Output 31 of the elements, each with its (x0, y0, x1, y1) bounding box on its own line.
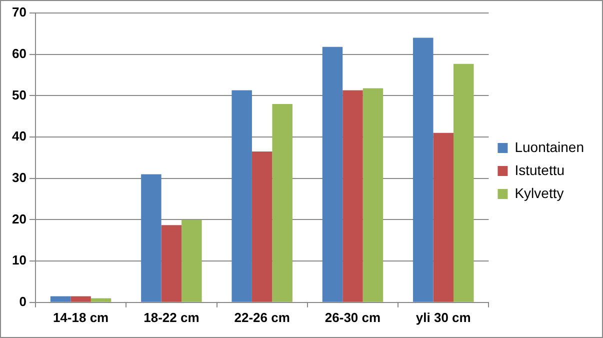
bar (252, 152, 272, 302)
x-tick-label: 14-18 cm (52, 310, 109, 325)
legend-label: Kylvetty (514, 184, 564, 201)
y-tick-label: 20 (12, 211, 26, 226)
legend-label: Luontainen (514, 138, 584, 155)
x-tick-label: 26-30 cm (324, 310, 381, 325)
legend-label: Istutettu (514, 162, 565, 178)
bar (454, 64, 474, 302)
y-tick-label: 70 (12, 4, 26, 20)
y-tick-label: 40 (12, 128, 26, 144)
bar (232, 90, 252, 302)
y-tick-label: 0 (19, 294, 26, 309)
bar (272, 104, 292, 302)
y-tick-label: 10 (12, 252, 26, 268)
y-tick-label: 60 (12, 46, 26, 61)
bar (342, 90, 363, 302)
y-tick-label: 30 (12, 170, 26, 185)
x-tick-label: 22-26 cm (234, 310, 290, 325)
bar (413, 38, 434, 302)
bar (70, 296, 91, 302)
bar (90, 298, 112, 302)
bar (50, 296, 71, 302)
bar (322, 46, 343, 302)
bar (433, 132, 454, 302)
x-tick-label: yli 30 cm (416, 310, 471, 325)
y-tick-label: 50 (12, 87, 26, 102)
bar (182, 220, 202, 302)
x-tick-label: 18-22 cm (144, 310, 200, 325)
bar (161, 225, 182, 302)
bar (362, 88, 384, 302)
bar (141, 174, 162, 302)
